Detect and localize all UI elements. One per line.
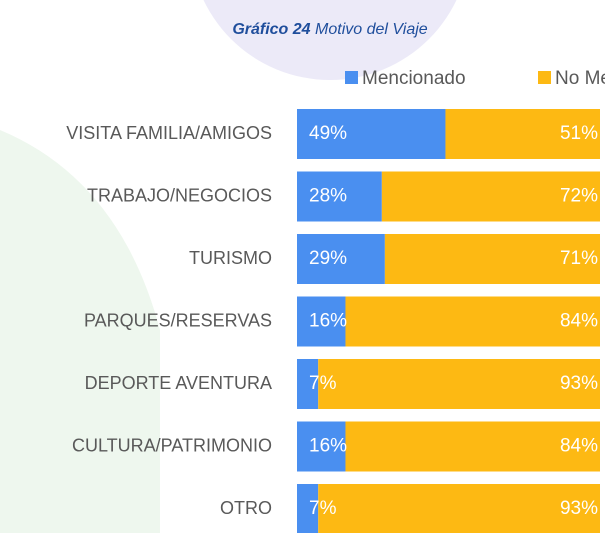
- legend-label: No Mencionado: [555, 68, 605, 89]
- bar-segment: [381, 171, 600, 222]
- category-label: CULTURA/PATRIMONIO: [72, 435, 272, 455]
- value-label: 7%: [309, 373, 337, 394]
- bar-segment: [318, 359, 600, 409]
- value-label: 29%: [309, 248, 347, 269]
- value-label: 93%: [560, 373, 598, 394]
- category-label: PARQUES/RESERVAS: [84, 310, 272, 330]
- bar-segment: [297, 171, 382, 222]
- value-label: 16%: [309, 436, 347, 457]
- bar-segment: [445, 109, 600, 159]
- value-label: 84%: [560, 311, 598, 332]
- legend-swatch: [345, 71, 358, 84]
- value-label: 72%: [560, 186, 598, 207]
- bar-segment: [297, 421, 346, 472]
- chart-title: Gráfico 24 Motivo del Viaje: [232, 21, 427, 38]
- bar-segment: [345, 296, 600, 347]
- value-label: 7%: [309, 498, 337, 519]
- value-label: 49%: [309, 123, 347, 144]
- value-label: 51%: [560, 123, 598, 144]
- bar-segment: [297, 359, 319, 409]
- bar-segment: [384, 234, 600, 284]
- subtitle: Motivo del Viaje: [315, 21, 428, 38]
- bar-segment: [345, 421, 600, 472]
- category-label: TRABAJO/NEGOCIOS: [87, 185, 272, 205]
- legend-swatch: [538, 71, 551, 84]
- value-label: 93%: [560, 498, 598, 519]
- bar-segment: [297, 484, 319, 533]
- category-label: DEPORTE AVENTURA: [85, 373, 272, 393]
- value-label: 71%: [560, 248, 598, 269]
- bar-segment: [297, 109, 446, 159]
- category-label: TURISMO: [189, 248, 272, 268]
- value-label: 28%: [309, 186, 347, 207]
- category-label: OTRO: [220, 498, 272, 518]
- value-label: 84%: [560, 436, 598, 457]
- legend-label: Mencionado: [362, 68, 466, 89]
- bar-segment: [297, 234, 385, 284]
- category-label: VISITA FAMILIA/AMIGOS: [66, 123, 272, 143]
- value-label: 16%: [309, 311, 347, 332]
- bar-segment: [297, 296, 346, 347]
- watermark: [0, 130, 160, 533]
- watermark: [203, 0, 457, 80]
- bar-segment: [318, 484, 600, 533]
- title: Gráfico 24: [232, 21, 310, 38]
